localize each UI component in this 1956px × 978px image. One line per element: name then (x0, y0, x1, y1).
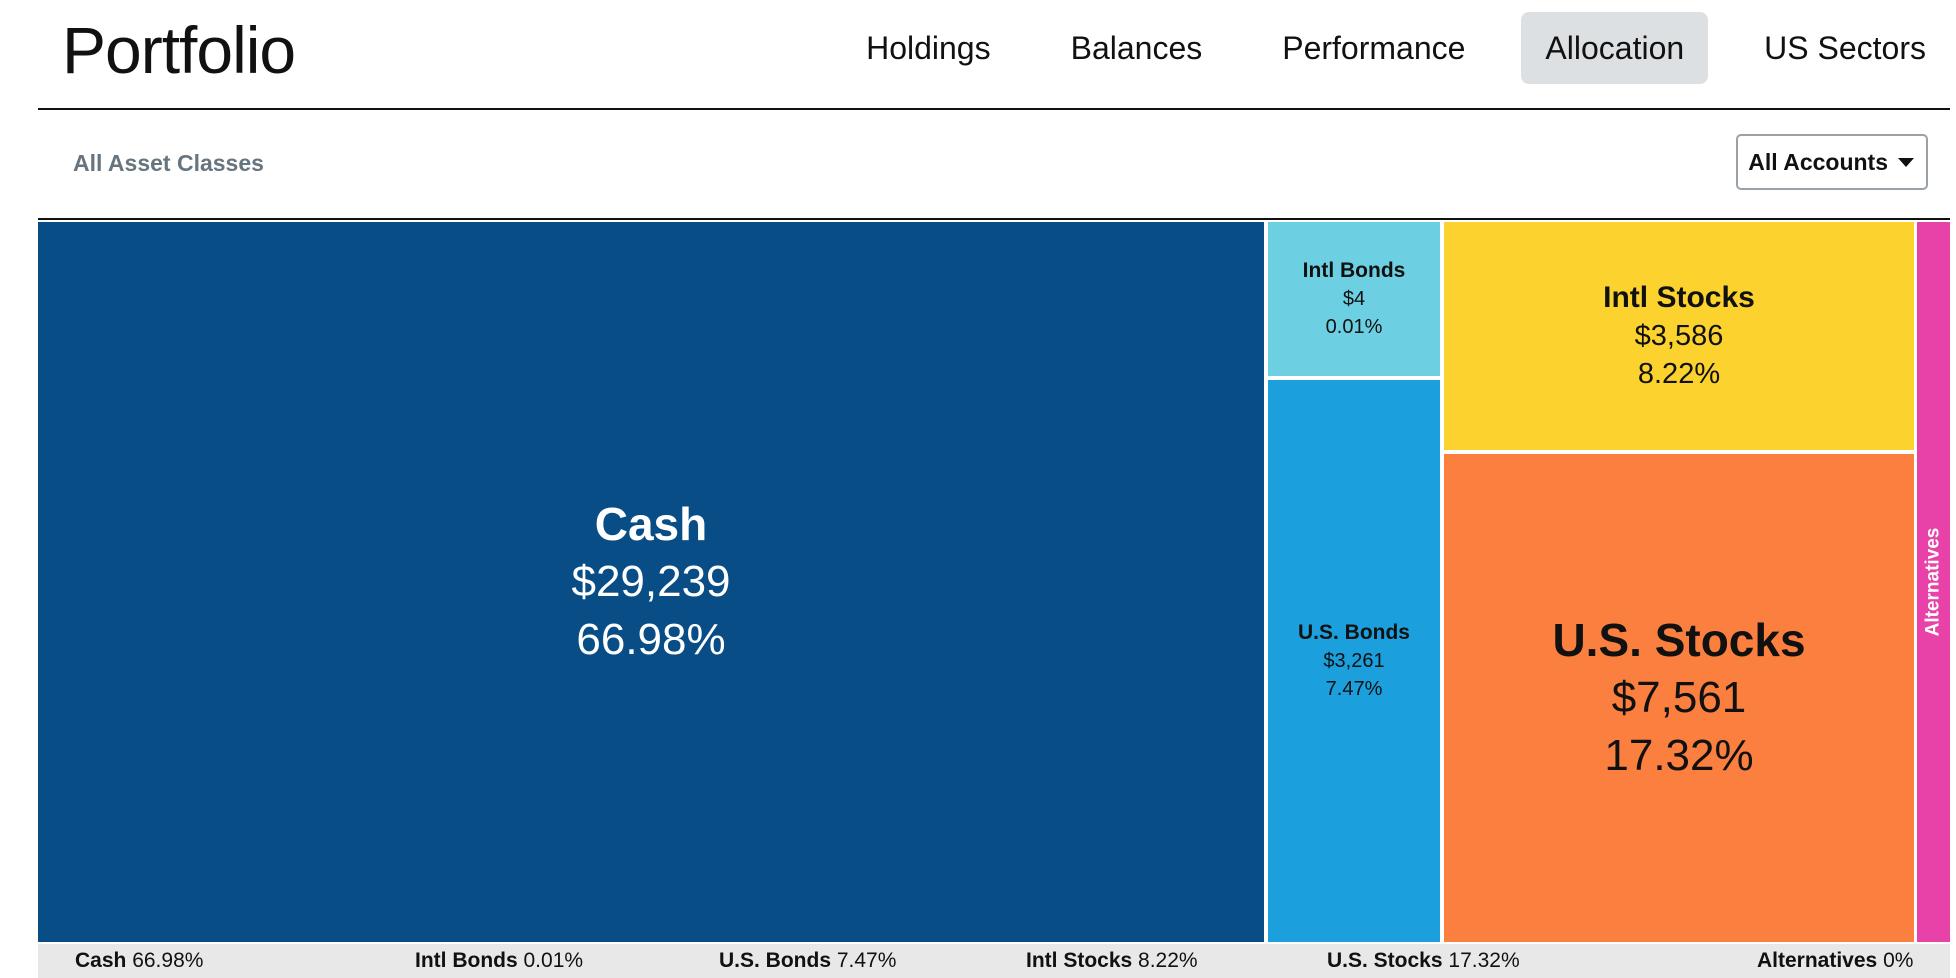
tile-name: Intl Bonds (1302, 259, 1406, 282)
treemap-tile-alternatives[interactable]: Alternatives (1917, 222, 1950, 942)
treemap-tile-us-stocks[interactable]: U.S. Stocks $7,561 17.32% (1444, 454, 1914, 942)
legend-percent: 7.47% (836, 949, 897, 972)
tile-value: $4 (1342, 288, 1366, 310)
tile-name: Alternatives (1922, 527, 1944, 637)
allocation-legend: Cash 66.98% Intl Bonds 0.01% U.S. Bonds … (38, 944, 1950, 978)
app-header: Portfolio Holdings Balances Performance … (38, 0, 1950, 110)
legend-percent: 17.32% (1448, 949, 1520, 972)
legend-name: U.S. Bonds (719, 949, 832, 972)
accounts-dropdown-value: All Accounts (1748, 148, 1888, 175)
tab-balances[interactable]: Balances (1070, 30, 1203, 66)
tile-percent: 8.22% (1637, 358, 1721, 390)
tile-percent: 0.01% (1325, 316, 1383, 338)
tile-name: U.S. Bonds (1297, 621, 1410, 644)
main-nav: Holdings Balances Performance Allocation… (810, 12, 1950, 84)
tab-performance[interactable]: Performance (1282, 30, 1466, 66)
legend-percent: 66.98% (132, 949, 204, 972)
asset-classes-filter[interactable]: All Asset Classes (73, 150, 264, 176)
legend-item-intl-bonds: Intl Bonds 0.01% (415, 944, 583, 978)
legend-percent: 0% (1883, 949, 1914, 972)
allocation-treemap: Cash $29,239 66.98% Intl Bonds $4 0.01% … (38, 222, 1950, 942)
tile-percent: 7.47% (1325, 678, 1383, 700)
legend-percent: 8.22% (1138, 949, 1198, 972)
legend-name: Alternatives (1757, 949, 1878, 972)
legend-name: Cash (75, 949, 127, 972)
tile-value: $7,561 (1611, 673, 1747, 722)
tab-us-sectors[interactable]: US Sectors (1764, 30, 1926, 66)
treemap-tile-us-bonds[interactable]: U.S. Bonds $3,261 7.47% (1268, 380, 1440, 942)
tab-holdings[interactable]: Holdings (866, 30, 991, 66)
filter-bar: All Asset Classes All Accounts (38, 110, 1950, 220)
legend-item-us-stocks: U.S. Stocks 17.32% (1327, 944, 1520, 978)
treemap-tile-cash[interactable]: Cash $29,239 66.98% (38, 222, 1264, 942)
legend-name: Intl Bonds (415, 949, 518, 972)
legend-name: U.S. Stocks (1327, 949, 1443, 972)
tile-name: U.S. Stocks (1552, 614, 1806, 666)
legend-item-us-bonds: U.S. Bonds 7.47% (719, 944, 896, 978)
tile-value: $29,239 (571, 557, 731, 606)
legend-percent: 0.01% (523, 949, 584, 972)
app-title: Portfolio (62, 13, 296, 87)
legend-item-alternatives: Alternatives 0% (1757, 944, 1913, 978)
treemap-tile-intl-stocks[interactable]: Intl Stocks $3,586 8.22% (1444, 222, 1914, 450)
treemap-tile-intl-bonds[interactable]: Intl Bonds $4 0.01% (1268, 222, 1440, 376)
tile-percent: 17.32% (1604, 731, 1754, 780)
tile-value: $3,261 (1323, 650, 1385, 672)
legend-item-intl-stocks: Intl Stocks 8.22% (1026, 944, 1198, 978)
tile-name: Cash (594, 498, 708, 550)
tile-value: $3,586 (1634, 320, 1724, 352)
accounts-dropdown[interactable]: All Accounts (1736, 134, 1928, 190)
caret-down-icon (1898, 158, 1914, 167)
tab-allocation[interactable]: Allocation (1521, 12, 1709, 84)
tile-percent: 66.98% (576, 615, 726, 664)
tile-name: Intl Stocks (1603, 281, 1755, 314)
legend-name: Intl Stocks (1026, 949, 1133, 972)
legend-item-cash: Cash 66.98% (75, 944, 203, 978)
